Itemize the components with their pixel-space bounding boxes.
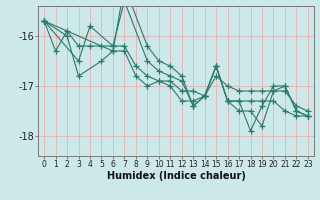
X-axis label: Humidex (Indice chaleur): Humidex (Indice chaleur) [107,171,245,181]
